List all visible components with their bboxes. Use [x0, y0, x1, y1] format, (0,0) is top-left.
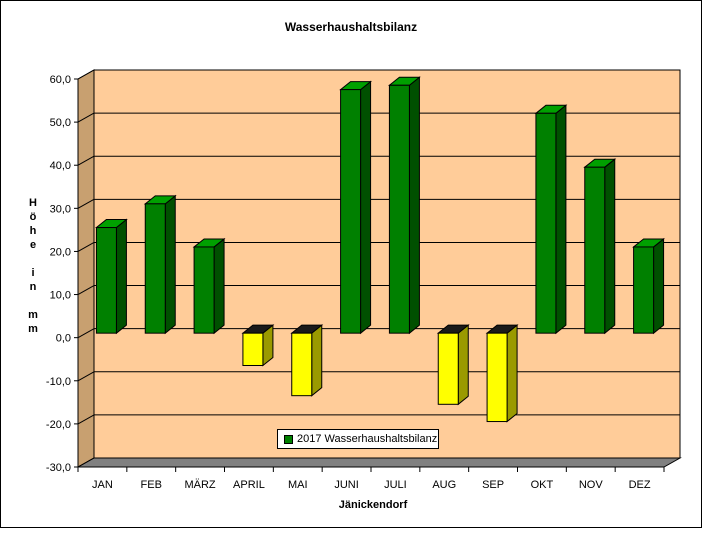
bar-front [193, 246, 215, 334]
y-tick-label: -10,0 [46, 376, 71, 388]
bar-front [340, 89, 362, 334]
gridline-side [77, 242, 95, 252]
y-tick-label: -30,0 [46, 462, 71, 474]
y-tick-label: 50,0 [50, 117, 71, 129]
bar-side [555, 104, 567, 335]
back-wall [93, 69, 681, 459]
x-tick-label: FEB [141, 479, 162, 491]
y-axis-label-char: m [28, 309, 38, 321]
bars [94, 76, 666, 423]
bar-side [360, 80, 372, 335]
y-tick-label: 20,0 [50, 246, 71, 258]
legend-label: 2017 Wasserhaushaltsbilanz [297, 433, 438, 445]
y-axis-label-char: e [30, 239, 36, 251]
side-wall [77, 69, 95, 468]
x-tick-label: MAI [288, 479, 308, 491]
y-axis-label-char: n [30, 281, 37, 293]
bar-front [633, 246, 655, 334]
bar-juni [339, 80, 373, 335]
y-tick-label: 0,0 [56, 333, 71, 345]
bar-front [584, 166, 606, 334]
y-tick-labels: 60,0 50,0 40,0 30,0 20,0 10,0 0,0 -10,0 -20,0 -30… [46, 74, 71, 474]
gridline-side [77, 414, 95, 425]
bar-april [241, 324, 275, 367]
bar-front [388, 84, 410, 334]
y-tick-label: -20,0 [46, 419, 71, 431]
bar-side [604, 158, 616, 335]
floor [76, 457, 682, 468]
bar-jan [94, 218, 128, 335]
bar-side [653, 237, 665, 335]
bar-front [486, 332, 508, 423]
gridline-side [77, 155, 95, 166]
x-tick-label: AUG [432, 479, 456, 491]
bar-side [164, 194, 176, 335]
legend-swatch [284, 434, 293, 444]
x-axis-label: Jänickendorf [339, 499, 408, 511]
x-tick-label: JULI [384, 479, 407, 491]
bar-side [457, 324, 469, 406]
bar-front [291, 332, 313, 397]
bar-juli [387, 76, 421, 335]
y-tick-label: 30,0 [50, 203, 71, 215]
x-tick-label: APRIL [233, 479, 265, 491]
gridline-side [77, 457, 95, 468]
gridline-side [77, 69, 95, 80]
x-tick-label: DEZ [629, 479, 651, 491]
bar-front [535, 112, 557, 334]
gridline-side [77, 112, 95, 123]
bar-nov [583, 158, 617, 335]
gridline-side [77, 328, 95, 339]
bar-feb [143, 194, 177, 335]
x-tick-label: NOV [579, 479, 604, 491]
bar-side [311, 324, 323, 397]
bar-front [437, 332, 459, 405]
bar-front [242, 332, 264, 366]
bar-mai [290, 324, 324, 397]
y-axis-label-char: H [29, 197, 37, 209]
x-tick-labels: JAN FEB MÄRZ APRIL MAI JUNI JULI AUG SEP OKT NOV DE… [77, 467, 665, 491]
bar-sep [485, 324, 519, 423]
x-tick-label: MÄRZ [184, 479, 215, 491]
chart-title: Wasserhaushaltsbilanz [285, 20, 417, 34]
gridlines [74, 69, 680, 468]
bar-side [408, 76, 420, 335]
plot-walls [76, 69, 682, 468]
x-tick-label: SEP [482, 479, 504, 491]
y-axis-label-char: ö [30, 211, 37, 223]
y-tick-label: 10,0 [50, 290, 71, 302]
x-tick-label: JAN [92, 479, 113, 491]
bar-side [506, 324, 518, 423]
bar-märz [192, 237, 226, 335]
bar-dez [632, 237, 666, 335]
gridline-side [77, 285, 95, 295]
y-axis-label-char: m [28, 323, 38, 335]
x-tick-label: OKT [531, 479, 554, 491]
y-axis-label-char: h [30, 225, 37, 237]
legend: 2017 Wasserhaushaltsbilanz [277, 429, 439, 449]
bar-okt [534, 104, 568, 335]
gridline-side [77, 198, 95, 209]
gridline-side [77, 371, 95, 382]
bar-front [144, 203, 166, 334]
y-axis-label-char: i [31, 267, 34, 279]
y-tick-label: 40,0 [50, 160, 71, 172]
y-tick-label: 60,0 [50, 74, 71, 86]
bar-side [213, 237, 225, 335]
x-tick-label: JUNI [334, 479, 358, 491]
bar-aug [436, 324, 470, 406]
bar-side [115, 218, 127, 335]
bar-front [95, 227, 117, 334]
